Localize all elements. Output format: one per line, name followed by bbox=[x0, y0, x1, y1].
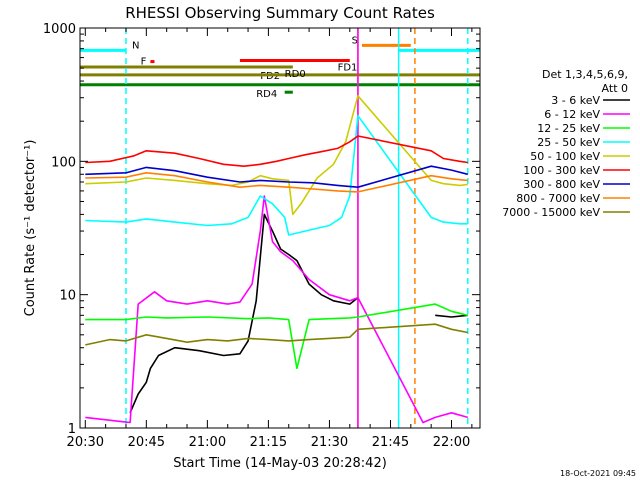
y-tick-label: 1 bbox=[68, 422, 76, 437]
x-tick-label: 22:00 bbox=[433, 435, 470, 450]
x-tick-label: 20:30 bbox=[67, 435, 104, 450]
series-line bbox=[85, 95, 468, 216]
legend-entry-label: 3 - 6 keV bbox=[551, 94, 600, 107]
legend-entry-label: 300 - 800 keV bbox=[523, 178, 600, 191]
legend-entry-label: 800 - 7000 keV bbox=[516, 192, 600, 205]
flag-label: N bbox=[132, 40, 139, 51]
x-tick-label: 21:30 bbox=[311, 435, 348, 450]
y-tick-label: 1000 bbox=[43, 22, 76, 37]
legend-entry-label: 6 - 12 keV bbox=[544, 108, 600, 121]
y-tick-label: 10 bbox=[59, 289, 76, 304]
series-line bbox=[85, 114, 468, 236]
x-tick-label: 21:45 bbox=[372, 435, 409, 450]
legend-entry-label: 50 - 100 keV bbox=[530, 150, 600, 163]
series-line bbox=[85, 303, 468, 370]
y-tick-label: 100 bbox=[51, 155, 76, 170]
vertical-markers bbox=[125, 28, 469, 428]
y-axis: 1 10 100 1000 bbox=[43, 22, 480, 437]
flag-label: F bbox=[141, 57, 147, 68]
series-line bbox=[129, 213, 468, 414]
series-line bbox=[85, 323, 468, 346]
footer-timestamp: 18-Oct-2021 09:45 bbox=[560, 469, 636, 478]
series-line bbox=[85, 195, 469, 424]
legend-header: Att 0 bbox=[602, 82, 628, 95]
flag-label: RD4 bbox=[256, 89, 277, 100]
series-line bbox=[85, 172, 468, 193]
chart-title: RHESSI Observing Summary Count Rates bbox=[125, 4, 435, 22]
flag-label: FD1 bbox=[338, 63, 358, 74]
x-axis-label: Start Time (14-May-03 20:28:42) bbox=[173, 456, 387, 471]
x-axis: 20:30 20:45 21:00 21:15 21:30 21:45 22:00 bbox=[67, 28, 473, 450]
series-line bbox=[85, 165, 468, 188]
legend-entry-label: 12 - 25 keV bbox=[537, 122, 600, 135]
series-lines bbox=[85, 95, 469, 424]
legend-entry-label: 100 - 300 keV bbox=[523, 164, 600, 177]
flag-label: FD2 bbox=[260, 71, 280, 82]
x-tick-label: 21:00 bbox=[189, 435, 226, 450]
flag-label: S bbox=[352, 35, 358, 46]
legend-header: Det 1,3,4,5,6,9, bbox=[542, 68, 628, 81]
x-tick-label: 20:45 bbox=[128, 435, 165, 450]
x-tick-label: 21:15 bbox=[250, 435, 287, 450]
flag-label: RD0 bbox=[285, 69, 306, 80]
legend-entry-label: 25 - 50 keV bbox=[537, 136, 600, 149]
observing-flags: N S F FD1 FD2 RD0 RD4 bbox=[80, 35, 480, 100]
plot-frame bbox=[79, 27, 481, 429]
legend-entry-label: 7000 - 15000 keV bbox=[502, 206, 600, 219]
y-axis-label: Count Rate (s⁻¹ detector⁻¹) bbox=[23, 140, 38, 317]
series-line bbox=[85, 135, 468, 167]
